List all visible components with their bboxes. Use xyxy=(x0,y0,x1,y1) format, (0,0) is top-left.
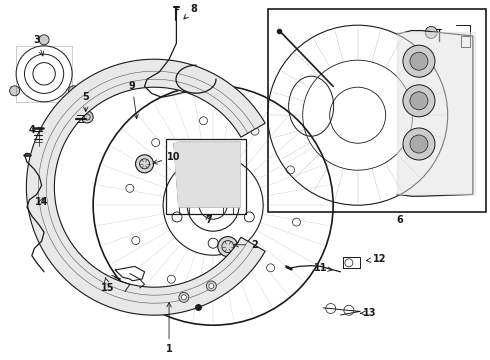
Text: 11: 11 xyxy=(314,263,332,273)
Circle shape xyxy=(126,184,134,192)
Circle shape xyxy=(136,155,153,173)
Circle shape xyxy=(181,295,186,300)
Text: 4: 4 xyxy=(28,125,43,135)
Circle shape xyxy=(69,86,78,96)
Circle shape xyxy=(403,45,435,77)
Circle shape xyxy=(230,170,241,179)
Circle shape xyxy=(293,218,300,226)
Polygon shape xyxy=(397,32,475,194)
Text: 10: 10 xyxy=(153,152,181,164)
Text: 2: 2 xyxy=(234,240,258,250)
Text: 6: 6 xyxy=(396,215,403,225)
Circle shape xyxy=(218,237,238,257)
Circle shape xyxy=(152,139,160,147)
Circle shape xyxy=(10,86,20,96)
Text: 3: 3 xyxy=(34,35,44,56)
Text: 15: 15 xyxy=(101,278,115,293)
Circle shape xyxy=(251,127,259,135)
Circle shape xyxy=(410,52,428,70)
Circle shape xyxy=(219,285,227,294)
Bar xyxy=(268,9,486,212)
Circle shape xyxy=(245,212,254,222)
Circle shape xyxy=(287,166,294,174)
Circle shape xyxy=(168,275,175,283)
Text: 9: 9 xyxy=(129,81,138,119)
Circle shape xyxy=(186,170,196,179)
Circle shape xyxy=(132,237,140,244)
Text: 14: 14 xyxy=(35,197,49,207)
Bar xyxy=(166,139,246,214)
Circle shape xyxy=(179,292,189,302)
Circle shape xyxy=(209,283,214,288)
Circle shape xyxy=(81,111,93,123)
Polygon shape xyxy=(174,142,240,207)
Circle shape xyxy=(206,281,217,291)
Bar xyxy=(16,46,72,102)
Text: 8: 8 xyxy=(184,4,197,19)
Circle shape xyxy=(172,212,182,222)
Circle shape xyxy=(39,35,49,45)
Circle shape xyxy=(267,264,274,272)
Circle shape xyxy=(410,92,428,110)
Circle shape xyxy=(403,85,435,117)
Text: 13: 13 xyxy=(361,308,377,318)
Circle shape xyxy=(410,135,428,153)
Circle shape xyxy=(208,238,218,248)
Text: 5: 5 xyxy=(82,92,89,112)
Text: 12: 12 xyxy=(367,254,387,264)
Text: 1: 1 xyxy=(166,302,172,354)
Circle shape xyxy=(403,128,435,160)
Text: 7: 7 xyxy=(205,215,212,225)
Circle shape xyxy=(199,117,207,125)
Polygon shape xyxy=(26,59,265,315)
Circle shape xyxy=(425,26,437,39)
